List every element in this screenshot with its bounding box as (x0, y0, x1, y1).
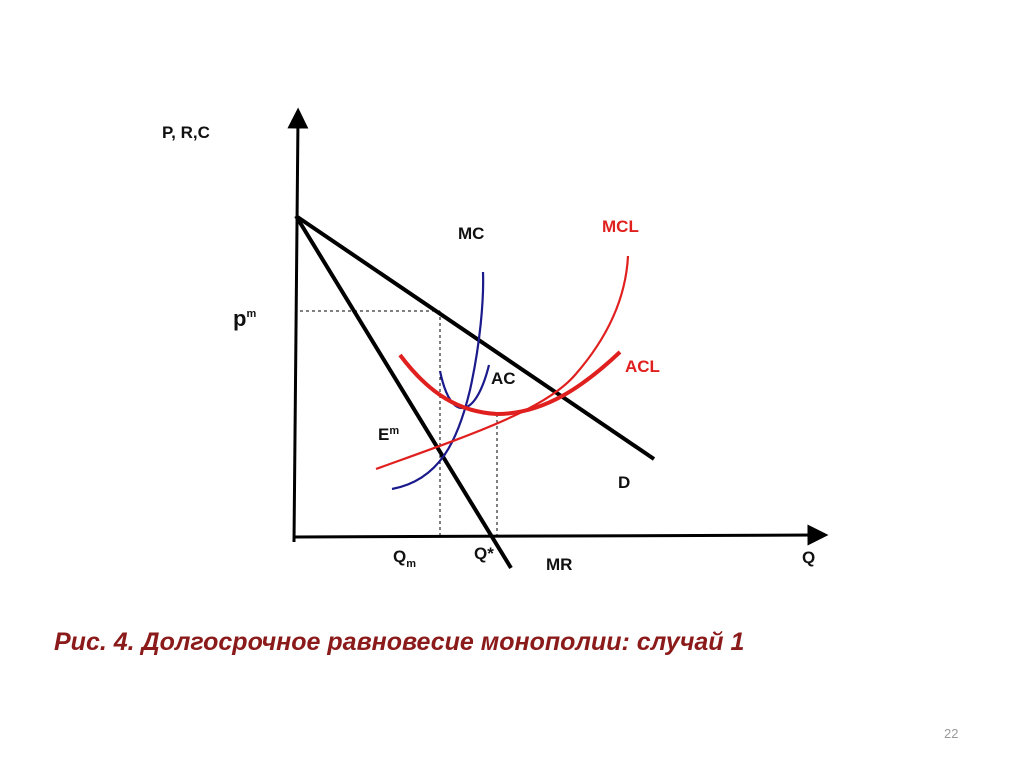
mc-label: MC (458, 224, 484, 243)
acl-label: ACL (625, 357, 660, 376)
x-axis (293, 524, 829, 546)
demand-curve (294, 214, 656, 461)
y-axis-label: P, R,C (162, 123, 210, 142)
x-axis-label: Q (802, 548, 815, 567)
qstar-label: Q* (474, 544, 494, 563)
mcl-curve (375, 255, 630, 471)
figure-caption: Рис. 4. Долгосрочное равновесие монополи… (54, 628, 745, 656)
mr-label: MR (546, 555, 572, 574)
page-number: 22 (944, 726, 959, 741)
qm-label: Qm (393, 547, 416, 570)
pm-label: pm (233, 306, 256, 331)
ac-label: AC (491, 369, 516, 388)
mcl-label: MCL (602, 217, 639, 236)
y-axis (287, 107, 309, 543)
d-label: D (618, 473, 630, 492)
acl-curve (398, 350, 622, 417)
em-label: Em (378, 425, 399, 444)
mr-curve (294, 214, 513, 570)
mc-curve (391, 271, 485, 491)
